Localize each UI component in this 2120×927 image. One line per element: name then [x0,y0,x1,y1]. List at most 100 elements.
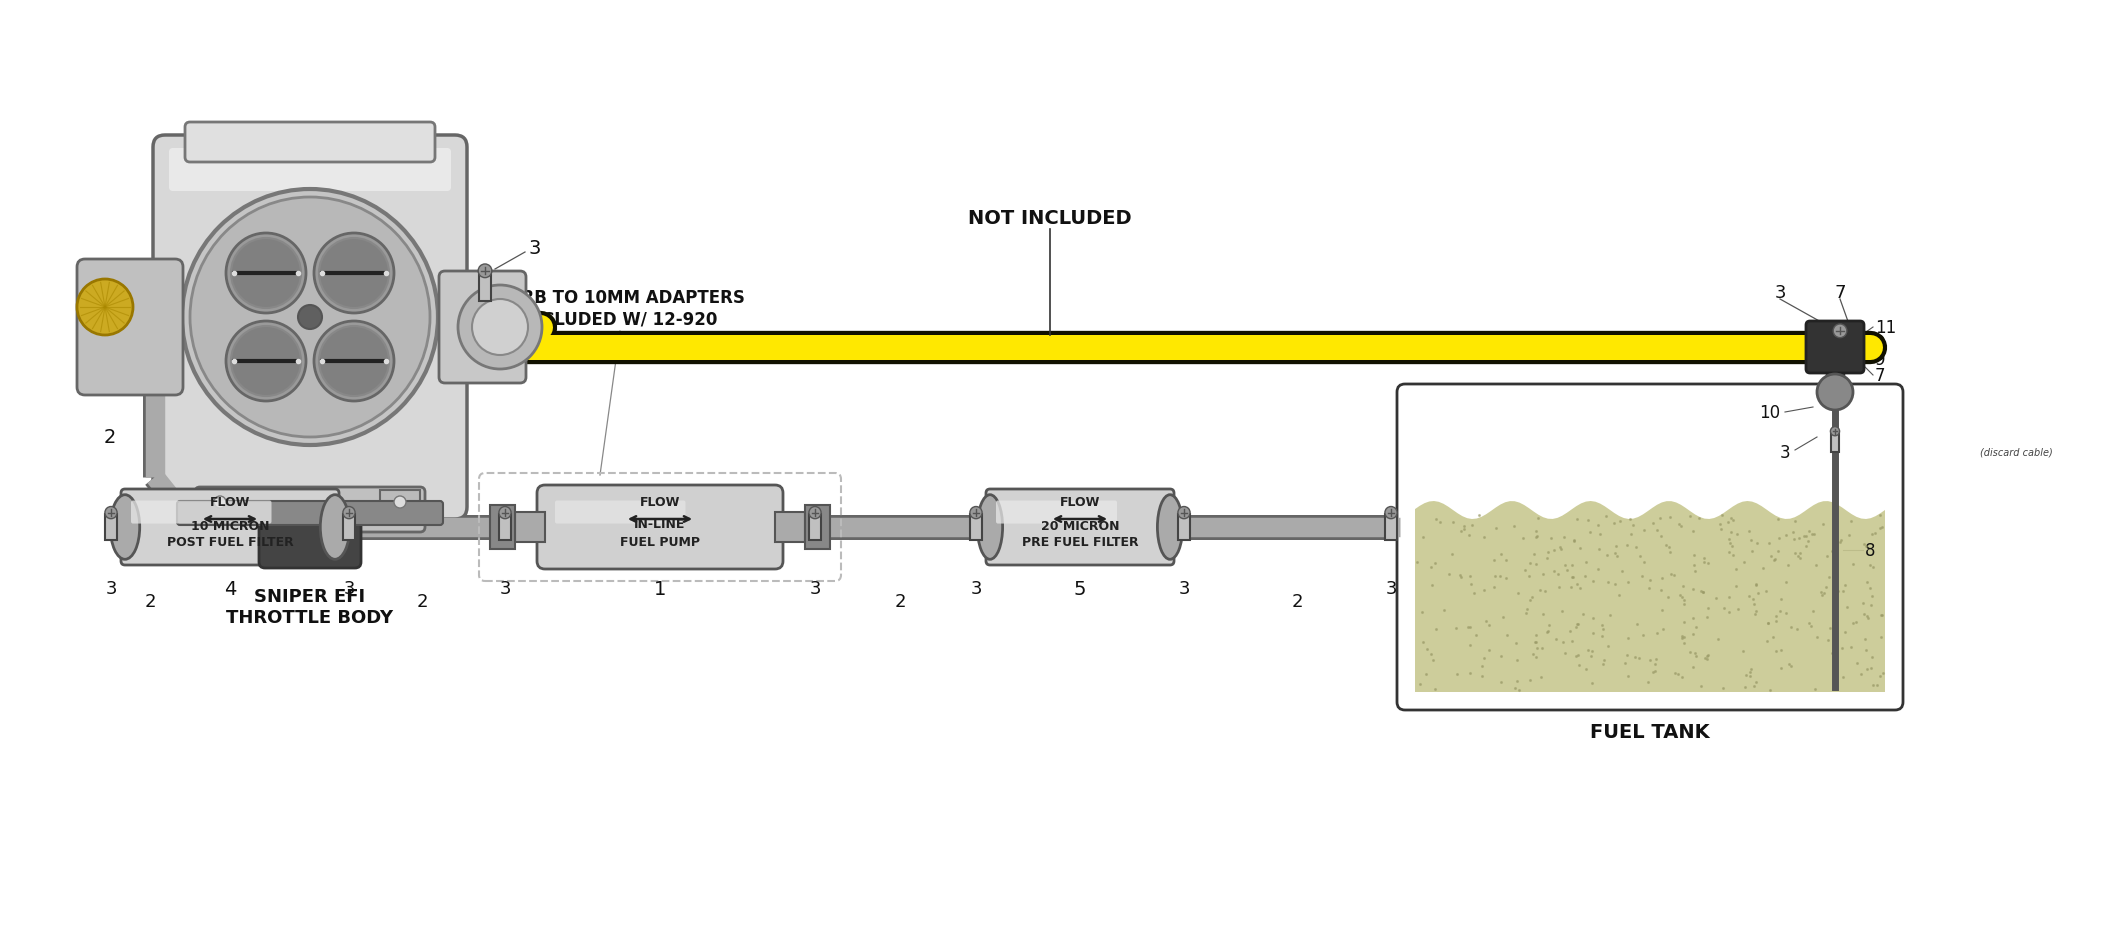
Point [1575,611,1609,626]
Point [1772,657,1806,672]
Point [1791,616,1825,631]
Point [1488,571,1522,586]
Point [1488,553,1522,568]
Point [1478,580,1512,595]
Point [1808,580,1842,595]
Point [1518,547,1552,562]
Point [1804,585,1838,600]
Point [1410,667,1444,682]
Point [1446,522,1480,537]
Text: 20 MICRON: 20 MICRON [1041,519,1119,532]
Point [1654,567,1688,582]
Point [1575,650,1609,665]
Text: 3: 3 [106,579,117,597]
Point [1688,551,1721,565]
Point [1554,634,1588,649]
Point [1452,620,1486,635]
Circle shape [1830,427,1840,437]
Point [1713,537,1747,552]
Point [1613,513,1647,527]
Point [1654,510,1688,525]
Text: 11: 11 [1874,319,1895,337]
Point [1834,514,1868,529]
Point [1641,626,1675,641]
Text: 3: 3 [971,579,982,597]
Point [1651,540,1685,554]
Point [1641,524,1675,539]
Point [1849,539,1883,553]
Point [1560,617,1594,632]
Point [1700,632,1734,647]
FancyBboxPatch shape [1806,322,1863,374]
Point [1509,606,1543,621]
Point [1751,536,1785,551]
Bar [1384,514,1397,540]
Point [1598,539,1632,553]
Point [1531,624,1565,639]
Point [1558,534,1592,549]
Point [1486,610,1520,625]
Point [1569,555,1603,570]
Point [1817,636,1851,651]
Text: 7: 7 [1874,366,1885,385]
Point [1643,529,1677,544]
Point [1806,517,1840,532]
Point [1760,609,1794,624]
Point [1853,580,1887,595]
Bar [1832,433,1840,452]
FancyBboxPatch shape [439,272,526,384]
Point [1789,529,1823,544]
Point [1849,642,1883,657]
Text: FLOW: FLOW [1060,495,1100,508]
Point [1711,514,1745,529]
Circle shape [458,286,543,370]
Text: 2: 2 [1291,592,1304,610]
Circle shape [299,306,322,330]
Point [1520,557,1554,572]
Point [1827,578,1861,592]
Text: 3: 3 [104,328,117,347]
Point [1626,569,1660,584]
Point [1770,606,1804,621]
Ellipse shape [110,495,140,560]
Circle shape [971,507,982,519]
Point [1639,656,1673,671]
Point [1692,556,1726,571]
Point [1452,569,1486,584]
Point [1815,543,1849,558]
Point [1499,681,1533,696]
Point [1484,568,1518,583]
Point [1520,528,1554,543]
Point [1783,546,1817,561]
Circle shape [231,326,301,397]
Point [1439,667,1473,681]
Point [1399,555,1433,570]
Point [1596,515,1630,530]
Point [1777,525,1810,540]
FancyBboxPatch shape [131,501,271,524]
Point [1685,585,1719,600]
Point [1512,569,1545,584]
Point [1855,650,1889,665]
Text: 3: 3 [810,579,820,597]
Point [1643,511,1677,526]
FancyBboxPatch shape [986,489,1174,565]
Circle shape [191,197,430,438]
Point [1851,609,1885,624]
Point [1823,535,1857,550]
Point [1456,518,1490,533]
Point [1637,515,1671,530]
Text: 3: 3 [528,238,541,257]
Point [1806,586,1840,601]
Point [1664,590,1698,605]
Text: 2: 2 [104,428,117,447]
Point [1863,669,1897,684]
Point [1777,532,1810,547]
Point [1577,574,1611,589]
Point [1713,605,1747,620]
Point [1418,681,1452,696]
Point [1522,582,1556,597]
Point [1484,649,1518,664]
FancyBboxPatch shape [170,149,452,192]
Bar [971,514,982,540]
